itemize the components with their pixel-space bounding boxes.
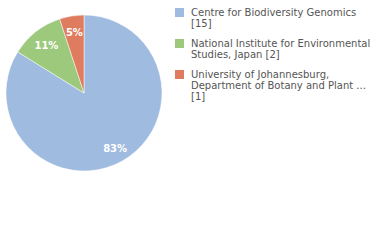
legend-label: Centre for Biodiversity Genomics[15] xyxy=(191,7,356,29)
data-label: 5% xyxy=(66,27,83,38)
chart: 83% 11% 5% Centre for Biodiversity Genomics… xyxy=(0,0,380,240)
legend-swatch xyxy=(175,8,184,17)
legend-label: University of Johannesburg,Department of… xyxy=(191,69,366,102)
data-label: 83% xyxy=(103,143,127,154)
slice xyxy=(6,15,162,171)
slice xyxy=(60,15,84,93)
data-label: 11% xyxy=(34,40,58,51)
legend-label: National Institute for EnvironmentalStud… xyxy=(191,38,370,60)
legend-swatch xyxy=(175,39,184,48)
slices xyxy=(6,15,162,171)
legend-swatch xyxy=(175,70,184,79)
legend: Centre for Biodiversity Genomics[15] Nati… xyxy=(175,7,370,102)
